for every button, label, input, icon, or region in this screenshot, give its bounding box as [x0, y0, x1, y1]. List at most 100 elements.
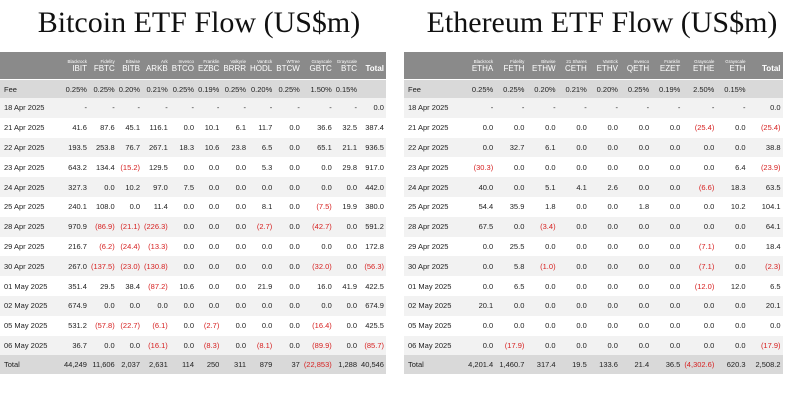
issuer-row: Blackrock Fidelity Bitwise Ark Invesco Frankl…	[0, 52, 386, 64]
fee-cell	[359, 79, 386, 98]
total-cell: 4,201.4	[464, 355, 496, 375]
issuer-cell: Bitwise	[116, 52, 142, 64]
flow-cell: 0.0	[169, 256, 196, 277]
total-row: Total 44,249 11,606 2,037 2,631 114 250 311 879 3…	[0, 355, 386, 375]
flow-cell: -	[333, 98, 360, 118]
flow-cell: (32.0)	[301, 256, 334, 277]
fee-cell: 0.25%	[221, 79, 249, 98]
ticker-header: HODL	[248, 64, 275, 80]
flow-cell: 0.0	[651, 177, 683, 197]
flow-cell: 0.0	[221, 335, 249, 356]
flow-cell: 10.2	[116, 177, 142, 197]
total-cell: 250	[196, 355, 222, 375]
issuer-cell: Invesco	[169, 52, 196, 64]
flow-cell: 193.5	[62, 137, 89, 158]
flow-cell: -	[619, 98, 652, 118]
flow-cell: (3.4)	[526, 216, 558, 237]
flow-cell: 0.0	[221, 295, 249, 316]
flow-cell: 54.4	[464, 196, 496, 217]
flow-cell: 0.0	[619, 157, 652, 178]
flow-cell: 0.0	[221, 216, 249, 237]
total-label: Total	[0, 355, 62, 375]
flow-cell: 0.0	[464, 256, 496, 277]
issuer-cell: Bitwise	[526, 52, 558, 64]
issuer-cell: Fidelity	[88, 52, 117, 64]
ticker-header: IBIT	[62, 64, 89, 80]
flow-cell: 0.0	[588, 276, 620, 296]
flow-cell: 0.0	[619, 177, 652, 197]
flow-cell: 0.0	[651, 295, 683, 316]
flow-cell: (42.7)	[301, 216, 334, 237]
flow-cell: 0.0	[557, 335, 589, 356]
issuer-row: Blackrock Fidelity Bitwise 21 Shares VanEck I…	[404, 52, 783, 64]
ticker-header: EZET	[651, 64, 683, 80]
flow-cell: 6.5	[248, 137, 275, 158]
issuer-cell: Grayscale	[333, 52, 360, 64]
flow-cell: 240.1	[62, 196, 89, 217]
flow-cell: 0.0	[248, 177, 275, 197]
table-row: 22 Apr 2025 193.5 253.8 76.7 267.1 18.3 10.6 23…	[0, 137, 386, 158]
flow-cell: 0.0	[221, 157, 249, 178]
flow-cell: 16.0	[301, 276, 334, 296]
flow-cell: 6.4	[716, 157, 748, 178]
ethereum-etf-panel: Ethereum ETF Flow (US$m) Blackrock Fideli…	[404, 0, 800, 403]
flow-cell: 0.0	[557, 256, 589, 277]
date-cell: 25 Apr 2025	[0, 196, 62, 217]
flow-cell: 0.0	[274, 236, 302, 257]
flow-cell: (6.1)	[142, 315, 170, 336]
flow-cell: 0.0	[142, 295, 170, 316]
flow-cell: 0.0	[682, 295, 717, 316]
flow-cell: 970.9	[62, 216, 89, 237]
flow-cell: 0.0	[651, 137, 683, 158]
flow-cell: (7.5)	[301, 196, 334, 217]
flow-cell: 0.0	[221, 256, 249, 277]
row-total-cell: 0.0	[359, 98, 386, 118]
flow-cell: 0.0	[196, 276, 222, 296]
flow-cell: 40.0	[464, 177, 496, 197]
ticker-header: Total	[359, 64, 386, 80]
row-total-cell: 38.8	[747, 137, 783, 158]
row-total-cell: 63.5	[747, 177, 783, 197]
flow-cell: 36.6	[301, 117, 334, 138]
flow-cell: 0.0	[557, 117, 589, 138]
flow-cell: 0.0	[221, 276, 249, 296]
flow-cell: (1.0)	[526, 256, 558, 277]
flow-cell: 21.9	[248, 276, 275, 296]
flow-cell: 0.0	[169, 236, 196, 257]
flow-cell: 0.0	[619, 256, 652, 277]
fee-cell: 0.25%	[62, 79, 89, 98]
table-row: 28 Apr 2025 67.5 0.0 (3.4) 0.0 0.0 0.0 0.0 0.0 0.…	[404, 216, 783, 237]
date-cell: 05 May 2025	[404, 315, 464, 336]
total-cell: 2,037	[116, 355, 142, 375]
flow-cell: -	[557, 98, 589, 118]
flow-cell: 0.0	[619, 236, 652, 257]
ticker-header: EZBC	[196, 64, 222, 80]
flow-cell: 0.0	[116, 335, 142, 356]
total-cell: 311	[221, 355, 249, 375]
row-total-cell: 425.5	[359, 315, 386, 336]
flow-cell: 0.0	[169, 335, 196, 356]
flow-cell: 0.0	[716, 236, 748, 257]
flow-cell: 0.0	[333, 256, 360, 277]
row-total-cell: (17.9)	[747, 335, 783, 356]
ticker-header: BTCW	[274, 64, 302, 80]
date-cell: 24 Apr 2025	[0, 177, 62, 197]
flow-cell: -	[495, 98, 527, 118]
flow-cell: 0.0	[619, 295, 652, 316]
flow-cell: (2.7)	[196, 315, 222, 336]
row-total-cell: 0.0	[747, 315, 783, 336]
date-cell: 05 May 2025	[0, 315, 62, 336]
flow-cell: 0.0	[196, 216, 222, 237]
row-total-cell: 6.5	[747, 276, 783, 296]
table-row: 21 Apr 2025 0.0 0.0 0.0 0.0 0.0 0.0 0.0 (25.4) 0.…	[404, 117, 783, 138]
flow-cell: 0.0	[682, 196, 717, 217]
flow-cell: 87.6	[88, 117, 117, 138]
issuer-cell: VanEck	[248, 52, 275, 64]
flow-cell: 0.0	[301, 157, 334, 178]
row-total-cell: 172.8	[359, 236, 386, 257]
total-cell: 40,546	[359, 355, 386, 375]
total-cell: 21.4	[619, 355, 652, 375]
ticker-header: BTCO	[169, 64, 196, 80]
total-cell: 11,606	[88, 355, 117, 375]
flow-cell: 0.0	[464, 335, 496, 356]
